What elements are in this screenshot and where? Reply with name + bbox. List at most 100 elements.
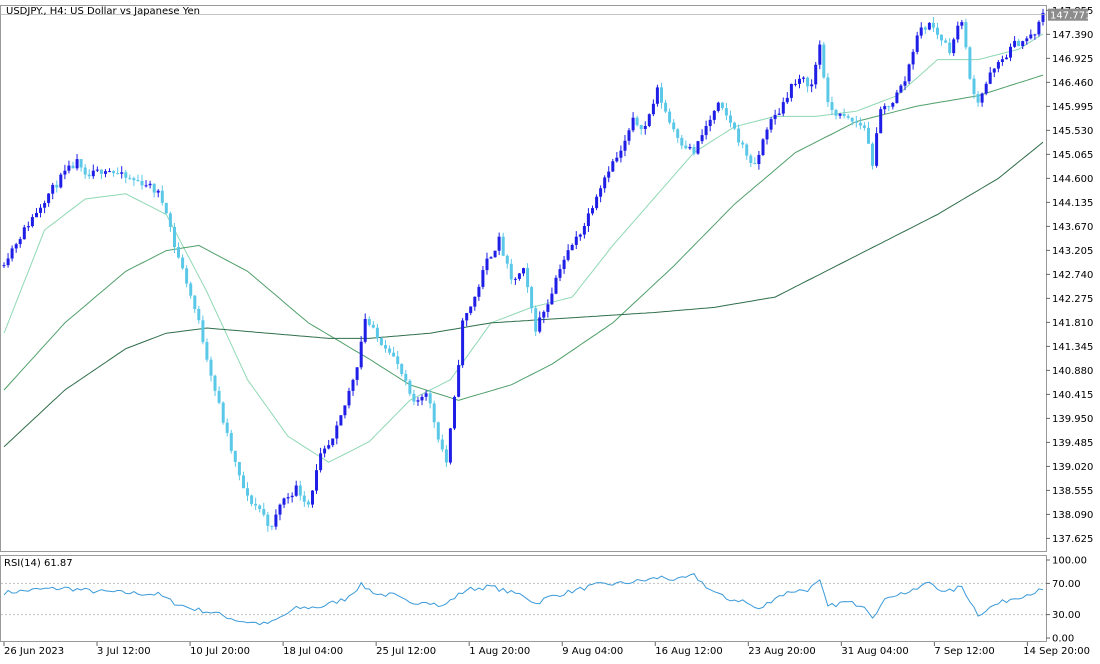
candle-body [197,309,201,321]
candle-body [47,193,51,203]
candle-body [1009,46,1012,58]
current-price-label: 147.771 [1050,11,1091,22]
candle [789,83,793,102]
candle [777,108,781,116]
candle-body [517,273,521,279]
candle [591,205,594,216]
candle-body [992,68,996,73]
candle [493,250,497,258]
candle [306,499,310,508]
candle [294,480,298,497]
candle-body [595,196,599,209]
candle-body [43,203,47,208]
candle-body [457,365,461,397]
candle [887,105,891,112]
candle-body [538,317,542,332]
candle-body [396,356,400,364]
candle-body [485,258,489,271]
candle-body [867,127,870,144]
price-tick-label: 146.460 [1052,78,1093,89]
candle-body [546,304,550,312]
candle-body [1029,34,1033,39]
candle [1025,36,1029,45]
candle-body [250,495,254,504]
candle-body [22,227,26,240]
candle-body [315,470,318,491]
candle [952,37,956,57]
candle-body [237,462,241,476]
candle-body [785,97,789,103]
candle-body [899,85,903,93]
candle-body [903,81,907,86]
candle-body [599,188,603,197]
candle-body [956,25,960,40]
candle [582,222,586,239]
time-tick-label: 1 Aug 20:00 [469,646,530,657]
candle [773,109,777,125]
candle-body [793,83,797,85]
candle-body [534,308,538,332]
moving-average-slow [3,141,1044,448]
candle-body [225,422,229,433]
candle-body [229,433,233,451]
candle-body [242,475,245,489]
candle [412,389,416,406]
candle [558,264,562,282]
candle [173,222,176,254]
candle [193,294,197,313]
candle-body [371,324,375,328]
candle [237,461,241,481]
candle [2,262,6,269]
candle [781,97,785,117]
candle [672,119,676,132]
candle [733,121,736,131]
candle-body [988,72,992,84]
candle-body [964,22,968,48]
rsi-pane[interactable] [0,555,1047,642]
candle [806,76,810,93]
candle-body [513,278,517,280]
candle [30,214,34,228]
candle [1029,29,1033,40]
candle-body [647,114,651,126]
candle-body [773,114,777,120]
candle-body [79,159,83,168]
candle [136,174,140,182]
candle-body [416,400,420,402]
candle [684,140,688,150]
candle [802,76,805,83]
candle [992,68,996,78]
price-pane[interactable] [0,5,1047,552]
candle-body [205,342,209,360]
candle [586,208,590,232]
candle [578,233,582,241]
candle [55,180,59,193]
candle-body [201,320,205,343]
candle [274,509,278,530]
candle-body [749,155,753,163]
candle-body [745,144,749,156]
candle [822,42,826,79]
candle [871,142,874,170]
candle-body [91,170,95,177]
candle [944,38,948,44]
candle-body [716,102,720,111]
candle [128,174,132,181]
candle [611,158,615,173]
candle [627,128,631,145]
price-tick-label: 145.995 [1052,102,1093,113]
candle-body [221,402,225,423]
candle [895,89,899,104]
candle [680,134,684,150]
candle [453,395,456,431]
candle [63,164,67,180]
candle [497,232,501,256]
candle [814,61,818,89]
candle-body [639,125,643,129]
candle [335,421,339,445]
candle [846,113,850,120]
candle [826,73,830,107]
candle [148,180,152,189]
candle-body [960,22,964,26]
